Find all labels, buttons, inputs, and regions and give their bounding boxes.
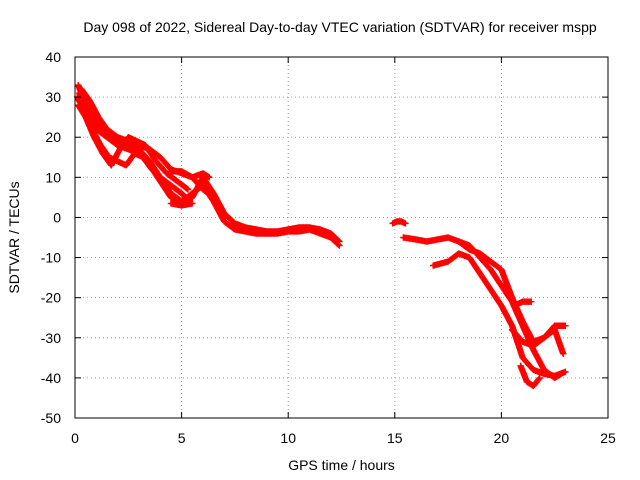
y-tick-label: 40 xyxy=(45,49,61,65)
y-tick-label: -50 xyxy=(41,410,61,426)
data-point xyxy=(209,193,216,200)
data-point xyxy=(535,375,543,383)
series-track-1 xyxy=(74,81,343,249)
y-tick-label: -40 xyxy=(41,370,61,386)
data-point xyxy=(210,194,217,201)
y-tick-label: 30 xyxy=(45,89,61,105)
series-track-8 xyxy=(389,218,409,227)
data-point xyxy=(189,200,196,207)
y-tick-label: -20 xyxy=(41,290,61,306)
x-tick-label: 5 xyxy=(178,430,186,446)
x-tick-label: 25 xyxy=(600,430,616,446)
series-track-6 xyxy=(167,168,217,201)
series-track-7 xyxy=(167,200,196,209)
chart-title: Day 098 of 2022, Sidereal Day-to-day VTE… xyxy=(83,19,596,35)
y-tick-label: 20 xyxy=(45,129,61,145)
data-point xyxy=(335,237,342,244)
y-tick-label: 0 xyxy=(53,209,61,225)
series-track-2 xyxy=(76,89,343,245)
data-point xyxy=(528,298,535,305)
series-track-14 xyxy=(517,362,543,390)
x-tick-label: 20 xyxy=(494,430,510,446)
x-tick-label: 0 xyxy=(71,430,79,446)
plot-frame xyxy=(74,56,609,419)
y-tick-label: -30 xyxy=(41,330,61,346)
data-point xyxy=(562,368,569,376)
series-track-5 xyxy=(78,85,213,181)
y-tick-label: 10 xyxy=(45,169,61,185)
data-point xyxy=(336,238,343,245)
data-markers xyxy=(73,81,569,390)
data-point xyxy=(562,322,569,329)
y-axis-label: SDTVAR / TECUs xyxy=(6,181,22,293)
series-track-12 xyxy=(508,322,569,349)
data-point xyxy=(206,174,213,181)
data-point xyxy=(560,350,567,358)
x-tick-labels: 0 5 10 15 20 25 xyxy=(71,430,616,446)
data-point xyxy=(183,185,191,192)
series-track-13 xyxy=(510,298,535,309)
series-track-4 xyxy=(74,101,192,193)
data-point xyxy=(402,220,409,227)
axis-ticks xyxy=(74,56,609,419)
x-tick-label: 10 xyxy=(280,430,296,446)
data-point xyxy=(536,374,543,382)
data-point xyxy=(184,186,192,193)
x-axis-label: GPS time / hours xyxy=(288,457,395,473)
series-track-10 xyxy=(455,238,565,382)
y-tick-label: -10 xyxy=(41,250,61,266)
y-tick-labels: 40 30 20 10 0 -10 -20 -30 -40 -50 xyxy=(41,49,61,426)
x-tick-label: 15 xyxy=(387,430,403,446)
